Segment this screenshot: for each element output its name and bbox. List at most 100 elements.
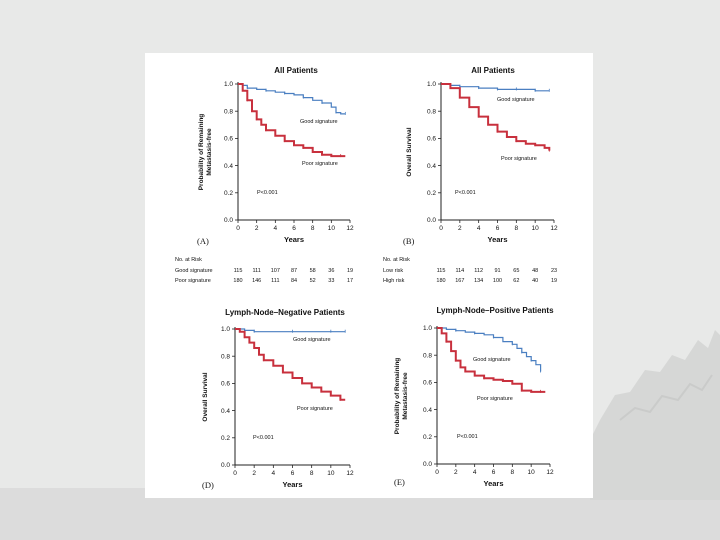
y-tick-label: 0.6 [423,380,432,387]
series-label-poor: Poor signature [297,406,333,412]
x-tick-label: 6 [492,469,496,476]
series-label-good: Good signature [473,357,511,363]
risk-value: 19 [551,278,557,284]
map-watermark [590,330,720,500]
risk-value: 52 [310,278,316,284]
risk-value: 180 [436,278,445,284]
y-tick-label: 0.8 [224,108,233,115]
p-value: P<0.001 [257,190,278,196]
y-tick-label: 0.8 [427,108,436,115]
y-tick-label: 1.0 [221,326,230,333]
risk-value: 17 [347,278,353,284]
panel-label: (E) [394,477,405,487]
y-tick-label: 0.2 [224,190,233,197]
risk-value: 180 [233,278,242,284]
x-tick-label: 8 [311,225,315,232]
x-tick-label: 0 [439,225,443,232]
risk-value: 65 [513,268,519,274]
p-value: P<0.001 [457,434,478,440]
x-tick-label: 0 [233,470,237,477]
y-tick-label: 0.4 [427,163,436,170]
risk-table-B: No. at Risk Low risk 115 114 112 91 65 48 23 High… [383,257,557,284]
x-tick-label: 4 [274,225,278,232]
y-tick-label: 0.6 [221,381,230,388]
y-tick-label: 0.0 [423,461,432,468]
risk-row-label: Low risk [383,268,403,274]
x-tick-label: 10 [328,225,336,232]
risk-table-header: No. at Risk [383,257,410,263]
x-tick-label: 2 [255,225,259,232]
risk-table-A: No. at Risk Good signature 115 111 107 87 58 36… [175,257,353,284]
x-tick-label: 4 [272,470,276,477]
risk-value: 62 [513,278,519,284]
risk-value: 19 [347,268,353,274]
panel-label: (D) [202,480,214,490]
x-tick-label: 10 [327,470,335,477]
series-label-poor: Poor signature [477,396,513,402]
x-tick-label: 0 [435,469,439,476]
y-tick-label: 1.0 [423,325,432,332]
x-axis-label: Years [487,235,507,244]
y-axis-label: Probability of Remaining [198,114,205,191]
x-axis-label: Years [282,480,302,489]
risk-value: 87 [291,268,297,274]
p-value: P<0.001 [253,435,274,441]
risk-value: 167 [455,278,464,284]
x-tick-label: 2 [458,225,462,232]
risk-value: 134 [474,278,483,284]
x-tick-label: 12 [546,469,554,476]
series-line-poor [441,83,551,151]
risk-table-header: No. at Risk [175,257,202,263]
y-tick-label: 0.2 [423,434,432,441]
y-axis-label: Overall Survival [406,127,413,176]
series-line-good [437,327,542,372]
series-label-good: Good signature [497,97,535,103]
risk-row-label: Good signature [175,268,213,274]
y-tick-label: 0.0 [224,217,233,224]
series-label-poor: Poor signature [302,161,338,167]
x-tick-label: 12 [346,470,354,477]
x-tick-label: 6 [496,225,500,232]
y-tick-label: 0.6 [224,136,233,143]
x-tick-label: 8 [511,469,515,476]
chart-B: All Patients 0 2 4 6 8 10 12 0.0 0.2 0.4 0.6 0.8 1.0 Y… [403,66,558,246]
x-tick-label: 4 [477,225,481,232]
x-tick-label: 2 [454,469,458,476]
risk-value: 112 [474,268,483,274]
risk-value: 33 [328,278,334,284]
y-axis-label: Overall Survival [202,372,209,421]
x-tick-label: 6 [292,225,296,232]
x-tick-label: 8 [310,470,314,477]
y-tick-label: 1.0 [427,81,436,88]
panel-label: (B) [403,236,415,246]
y-tick-label: 0.4 [224,163,233,170]
y-tick-label: 0.2 [221,435,230,442]
risk-value: 58 [310,268,316,274]
y-axis-label: Probability of Remaining [394,358,401,435]
x-tick-label: 10 [528,469,536,476]
series-line-good [235,328,346,333]
x-tick-label: 12 [346,225,354,232]
x-tick-label: 8 [515,225,519,232]
series-label-good: Good signature [300,119,338,125]
chart-title: Lymph-Node–Positive Patients [436,306,554,315]
x-axis-label: Years [483,479,503,488]
y-tick-label: 0.0 [221,462,230,469]
risk-value: 114 [455,268,464,274]
risk-value: 48 [532,268,538,274]
x-axis-label: Years [284,235,304,244]
x-tick-label: 10 [532,225,540,232]
risk-value: 36 [328,268,334,274]
y-tick-label: 0.8 [221,353,230,360]
chart-title: Lymph-Node–Negative Patients [225,308,345,317]
risk-value: 40 [532,278,538,284]
risk-value: 111 [252,268,260,274]
x-tick-label: 12 [550,225,558,232]
chart-D: Lymph-Node–Negative Patients 0 2 4 6 8 10 12 0.0… [202,308,354,490]
x-tick-label: 2 [252,470,256,477]
y-tick-label: 1.0 [224,81,233,88]
risk-value: 146 [252,278,261,284]
y-tick-label: 0.6 [427,136,436,143]
risk-value: 23 [551,268,557,274]
chart-A: All Patients 0 2 4 6 8 10 12 0.0 0.2 0.4 0.6 0.8 1.0 Y… [197,66,354,246]
